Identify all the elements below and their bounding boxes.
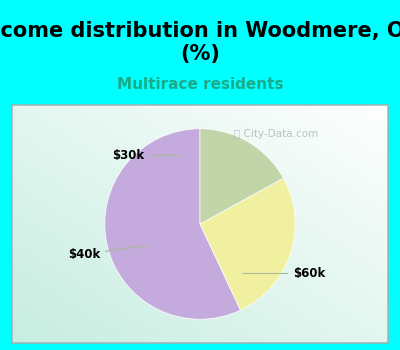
Text: ⓘ City-Data.com: ⓘ City-Data.com (234, 128, 318, 139)
Wedge shape (200, 178, 295, 310)
Text: $60k: $60k (243, 267, 326, 280)
Wedge shape (105, 129, 240, 319)
Text: $30k: $30k (112, 149, 180, 162)
Text: Income distribution in Woodmere, OH
(%): Income distribution in Woodmere, OH (%) (0, 21, 400, 64)
Text: $40k: $40k (68, 245, 148, 261)
Text: Multirace residents: Multirace residents (117, 77, 283, 92)
Wedge shape (200, 129, 284, 224)
